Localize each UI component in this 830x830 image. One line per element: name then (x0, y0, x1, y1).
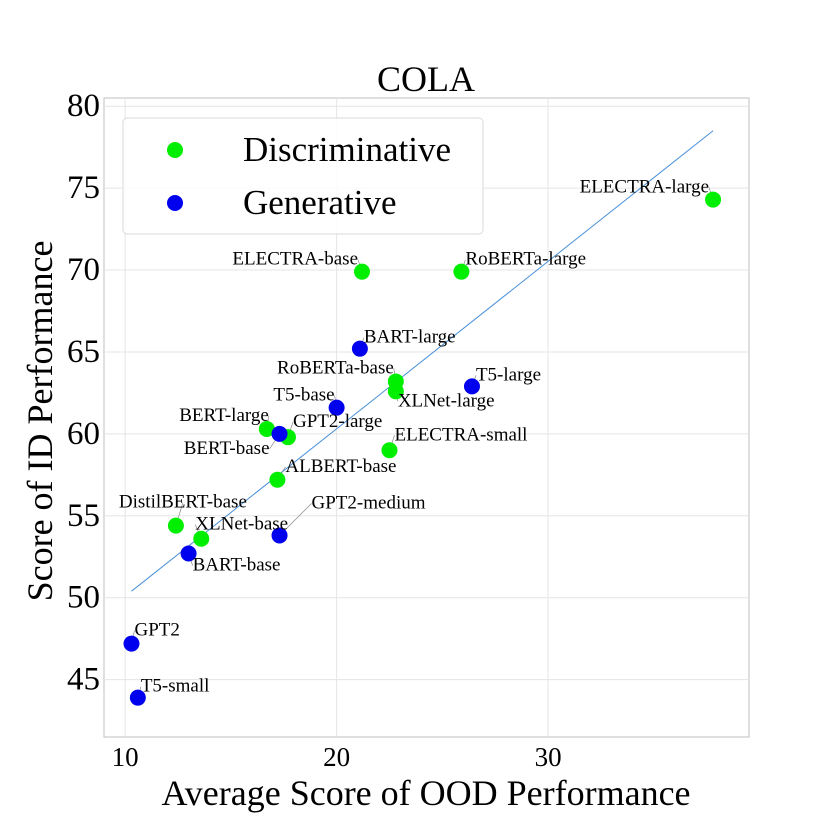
label-electra-small: ELECTRA-small (394, 424, 527, 445)
label-electra-large: ELECTRA-large (580, 177, 709, 198)
label-t5-base: T5-base (273, 385, 334, 406)
label-albert-base: ALBERT-base (285, 456, 396, 477)
point-gpt2 (123, 635, 140, 652)
y-axis-label: Score of ID Performance (20, 241, 60, 602)
legend-box (122, 117, 484, 235)
label-t5-small: T5-small (141, 676, 210, 697)
y-tick-label: 80 (67, 88, 100, 124)
point-electra-small (381, 442, 398, 459)
x-axis-label: Average Score of OOD Performance (161, 773, 690, 813)
point-bart-large (351, 340, 368, 357)
point-electra-base (354, 263, 370, 280)
point-xlnet-base (193, 530, 210, 547)
point-t5-large (463, 378, 480, 395)
trend-line (131, 130, 714, 592)
legend-label-discriminative: Discriminative (243, 130, 451, 169)
point-gpt2-medium (271, 527, 288, 544)
point-bert-large (258, 420, 275, 437)
label-roberta-large: RoBERTa-large (465, 249, 586, 270)
label-electra-base: ELECTRA-base (232, 249, 358, 270)
point-xlnet-large (387, 383, 404, 400)
point-electra-large (705, 191, 722, 208)
label-gpt2-medium: GPT2-medium (312, 492, 426, 513)
y-tick-label: 65 (67, 334, 100, 370)
y-axis-ticks: 45 50 55 60 65 70 75 80 (67, 88, 100, 697)
chart-title: COLA (377, 59, 475, 99)
legend-label-generative: Generative (243, 183, 397, 222)
point-bart-base (180, 545, 197, 562)
y-tick-label: 60 (67, 416, 100, 452)
point-albert-base (269, 471, 286, 488)
point-t5-small (129, 689, 146, 706)
x-tick-label: 20 (323, 742, 350, 772)
label-bart-base: BART-base (193, 554, 281, 575)
x-tick-label: 10 (112, 742, 139, 772)
label-gpt2: GPT2 (134, 620, 179, 641)
y-tick-label: 75 (67, 170, 100, 206)
label-distilbert-base: DistilBERT-base (119, 492, 247, 513)
point-t5-base (328, 399, 345, 416)
label-gpt2-large: GPT2-large (293, 411, 382, 432)
y-tick-label: 50 (67, 580, 100, 616)
legend-marker-discriminative (167, 142, 183, 158)
data-labels: ELECTRA-large ELECTRA-base RoBERTa-large Ro… (119, 177, 709, 697)
y-tick-label: 70 (67, 252, 100, 288)
label-t5-large: T5-large (476, 364, 541, 385)
legend-marker-generative (167, 195, 183, 211)
point-bert-base (271, 425, 288, 442)
y-tick-label: 45 (67, 662, 100, 698)
label-xlnet-large: XLNet-large (398, 390, 495, 411)
data-points (123, 191, 722, 706)
x-tick-label: 30 (535, 742, 562, 772)
label-bert-base: BERT-base (184, 438, 270, 459)
label-bart-large: BART-large (364, 327, 456, 348)
y-tick-label: 55 (67, 498, 100, 534)
label-xlnet-base: XLNet-base (195, 514, 288, 535)
legend: Discriminative Generative (122, 117, 484, 235)
label-roberta-base: RoBERTa-base (277, 357, 394, 378)
point-roberta-large (453, 263, 470, 280)
point-distilbert-base (167, 517, 184, 534)
label-bert-large: BERT-large (179, 405, 269, 426)
x-axis-ticks: 10 20 30 (112, 742, 562, 772)
